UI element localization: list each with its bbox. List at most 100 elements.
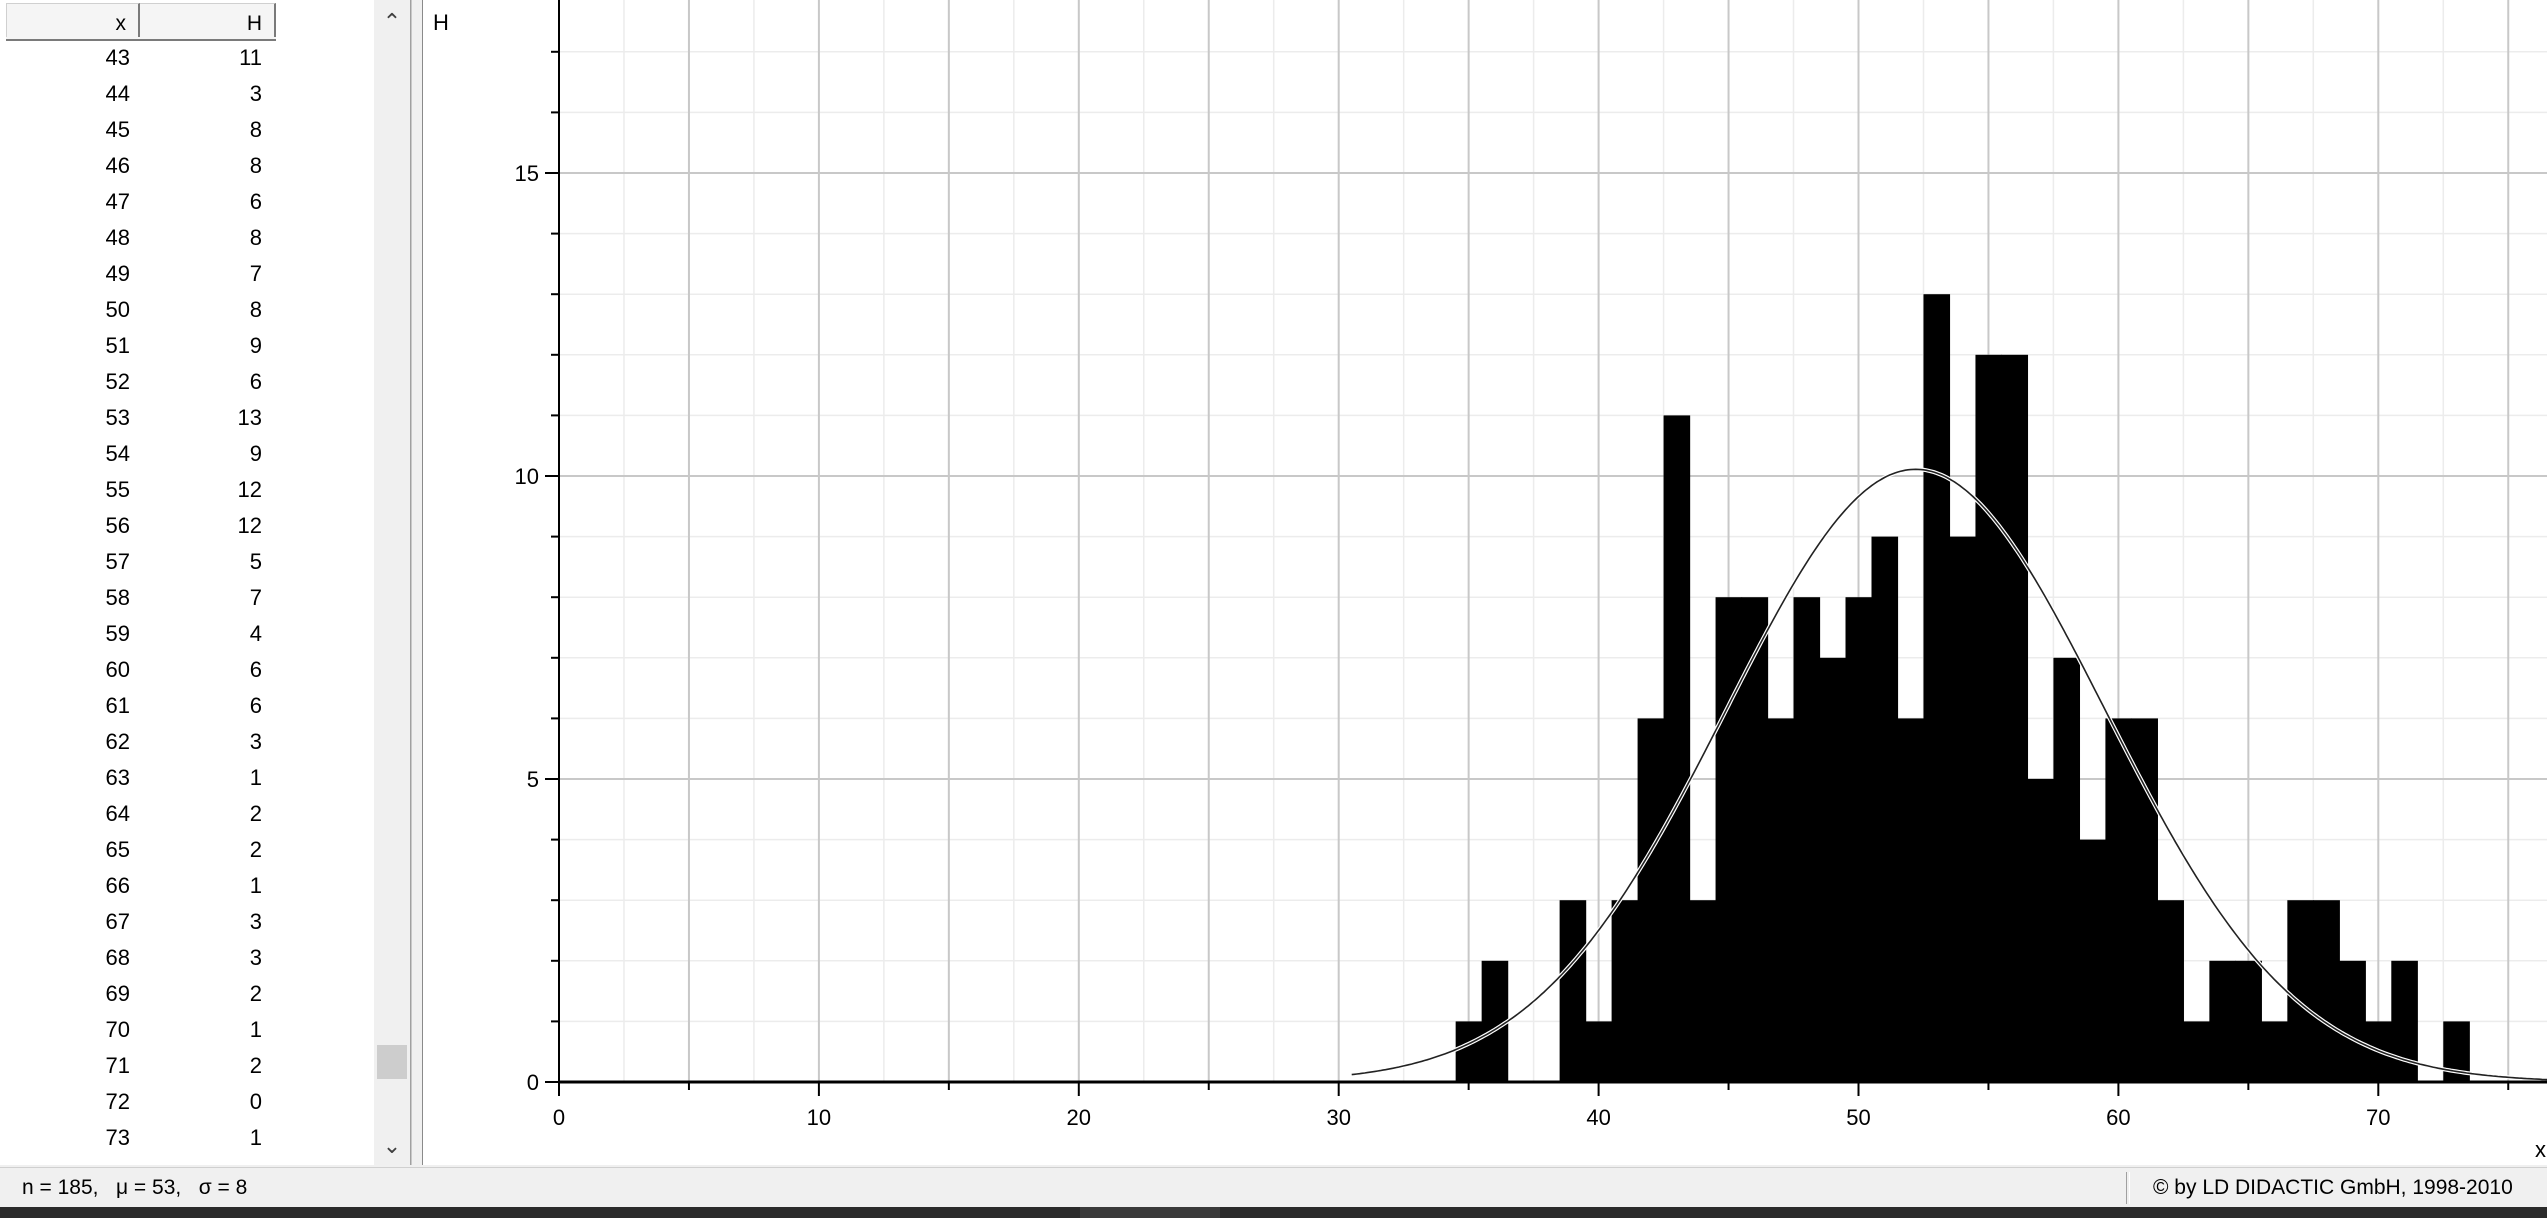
cell-h: 8: [249, 297, 262, 322]
x-tick-label: 60: [2106, 1105, 2130, 1130]
histogram-bar: [1871, 536, 1899, 1082]
cell-x: 68: [105, 945, 130, 970]
cell-h: 1: [249, 1017, 262, 1042]
cell-x: 64: [105, 801, 130, 826]
table-row[interactable]: 68 3: [0, 940, 380, 976]
table-row[interactable]: 70 1: [0, 1012, 380, 1048]
cell-h: 4: [249, 621, 262, 646]
scrollbar-thumb[interactable]: [377, 1045, 407, 1079]
cell-x: 73: [105, 1125, 130, 1150]
table-row[interactable]: 63 1: [0, 760, 380, 796]
cell-h: 2: [249, 981, 262, 1006]
y-tick-label: 10: [515, 464, 539, 489]
table-row[interactable]: 66 1: [0, 868, 380, 904]
cell-x: 43: [105, 45, 130, 70]
table-row[interactable]: 72 0: [0, 1084, 380, 1120]
cell-x: 71: [105, 1053, 130, 1078]
scroll-up-icon[interactable]: ⌃: [382, 9, 402, 34]
histogram-bar: [2339, 960, 2366, 1082]
cell-x: 53: [105, 405, 130, 430]
table-row[interactable]: 56 12: [0, 508, 380, 544]
table-row[interactable]: 47 6: [0, 184, 380, 220]
table-row[interactable]: 44 3: [0, 76, 380, 112]
x-tick-label: 0: [553, 1105, 565, 1130]
x-tick-label: 40: [1586, 1105, 1610, 1130]
value-table[interactable]: x H 43 11 44 3 45 8 46 8 47 6 48 8 49 7 50 8 51 9 52 6 53 13 5…: [0, 0, 411, 1165]
histogram-bar: [1585, 1021, 1613, 1082]
histogram-bar: [2209, 960, 2236, 1082]
cell-h: 11: [239, 45, 262, 70]
cell-h: 3: [249, 729, 262, 754]
table-row[interactable]: 46 8: [0, 148, 380, 184]
table-row[interactable]: 62 3: [0, 724, 380, 760]
table-row[interactable]: 65 2: [0, 832, 380, 868]
table-row[interactable]: 69 2: [0, 976, 380, 1012]
table-row[interactable]: 48 8: [0, 220, 380, 256]
table-row[interactable]: 53 13: [0, 400, 380, 436]
table-row[interactable]: 43 11: [0, 40, 380, 76]
histogram-bar: [1663, 415, 1691, 1082]
scroll-down-icon[interactable]: ⌄: [382, 1133, 402, 1158]
table-row[interactable]: 71 2: [0, 1048, 380, 1084]
cell-x: 61: [105, 693, 130, 718]
histogram-bar: [1819, 657, 1847, 1082]
table-row[interactable]: 60 6: [0, 652, 380, 688]
table-row[interactable]: 57 5: [0, 544, 380, 580]
gaussian-fit-curve: [1351, 468, 2547, 1081]
table-row[interactable]: 61 6: [0, 688, 380, 724]
table-row[interactable]: 45 8: [0, 112, 380, 148]
cell-h: 6: [249, 189, 262, 214]
cell-h: 2: [249, 837, 262, 862]
vertical-scrollbar[interactable]: ⌃ ⌄: [374, 0, 410, 1165]
status-bar: n = 185, μ = 53, σ = 8 © by LD DIDACTIC …: [0, 1167, 2547, 1208]
histogram-bar: [2053, 657, 2081, 1082]
cell-h: 2: [249, 801, 262, 826]
histogram-bar: [1949, 536, 1977, 1082]
cell-x: 58: [105, 585, 130, 610]
cell-h: 9: [249, 441, 262, 466]
cell-x: 50: [105, 297, 130, 322]
table-row[interactable]: 55 12: [0, 472, 380, 508]
table-row[interactable]: 67 3: [0, 904, 380, 940]
histogram-bar: [1767, 718, 1795, 1082]
cell-x: 57: [105, 549, 130, 574]
histogram-bar: [1897, 718, 1925, 1082]
table-row[interactable]: 58 7: [0, 580, 380, 616]
cell-x: 72: [105, 1089, 130, 1114]
histogram-bar: [2001, 354, 2029, 1082]
column-header-x[interactable]: x: [6, 3, 141, 37]
table-row[interactable]: 54 9: [0, 436, 380, 472]
table-row[interactable]: 50 8: [0, 292, 380, 328]
table-row[interactable]: 59 4: [0, 616, 380, 652]
histogram-bar: [2313, 900, 2340, 1082]
cell-h: 1: [249, 765, 262, 790]
histogram-bar: [2079, 839, 2107, 1082]
table-row[interactable]: 73 1: [0, 1120, 380, 1156]
cell-x: 54: [105, 441, 130, 466]
x-tick-label: 20: [1067, 1105, 1091, 1130]
cell-x: 69: [105, 981, 130, 1006]
x-tick-label: 50: [1846, 1105, 1870, 1130]
y-tick-label: 0: [527, 1070, 539, 1095]
histogram-bar: [2235, 960, 2262, 1082]
table-row[interactable]: 52 6: [0, 364, 380, 400]
cell-h: 7: [249, 585, 262, 610]
column-header-h[interactable]: H: [140, 3, 276, 37]
table-header: x H: [6, 3, 276, 41]
cell-x: 67: [105, 909, 130, 934]
histogram-bar: [1637, 718, 1665, 1082]
cell-x: 52: [105, 369, 130, 394]
table-row[interactable]: 49 7: [0, 256, 380, 292]
histogram-bar: [1715, 597, 1743, 1082]
cell-x: 55: [105, 477, 130, 502]
cell-x: 44: [105, 81, 130, 106]
x-tick-label: 70: [2366, 1105, 2390, 1130]
cell-x: 56: [105, 513, 130, 538]
cell-h: 5: [249, 549, 262, 574]
cell-h: 6: [249, 657, 262, 682]
table-row[interactable]: 64 2: [0, 796, 380, 832]
cell-x: 48: [105, 225, 130, 250]
cell-h: 0: [249, 1089, 262, 1114]
table-row[interactable]: 51 9: [0, 328, 380, 364]
